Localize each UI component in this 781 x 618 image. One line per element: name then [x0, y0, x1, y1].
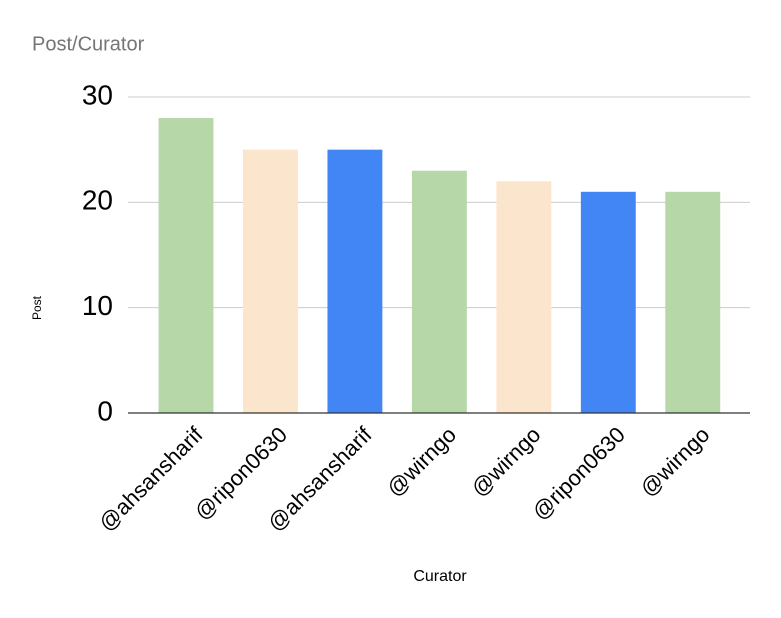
x-axis-label: Curator — [413, 568, 467, 585]
bar — [242, 149, 298, 413]
y-tick-label: 10 — [82, 290, 113, 321]
bar — [496, 181, 552, 413]
y-axis-label: Post — [30, 295, 44, 320]
bar — [327, 149, 383, 413]
y-tick-label: 0 — [97, 395, 113, 426]
chart-title: Post/Curator — [32, 33, 145, 55]
bar — [665, 191, 721, 413]
bar — [411, 170, 467, 413]
bar — [158, 118, 214, 414]
y-tick-label: 30 — [82, 79, 113, 110]
y-tick-label: 20 — [82, 185, 113, 216]
bar — [580, 191, 636, 413]
